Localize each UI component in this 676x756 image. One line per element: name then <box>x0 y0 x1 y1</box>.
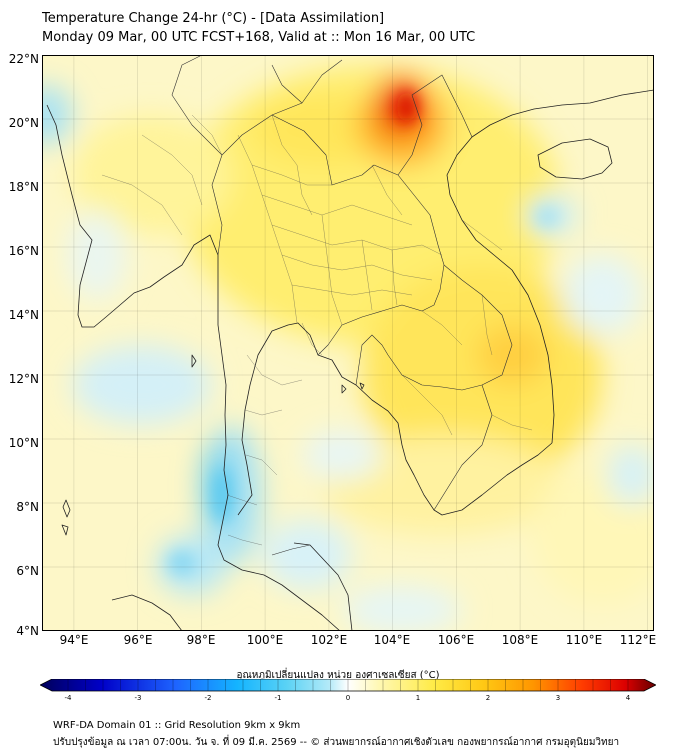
colorbar-tick-label: 0 <box>346 694 350 702</box>
temperature-map <box>42 55 654 631</box>
lat-label: 6°N <box>16 564 39 578</box>
lat-label: 10°N <box>8 436 39 450</box>
lat-label: 8°N <box>16 500 39 514</box>
lon-label: 110°E <box>565 633 603 647</box>
lat-label: 20°N <box>8 116 39 130</box>
borders <box>171 55 513 556</box>
lat-label: 14°N <box>8 308 39 322</box>
lon-label: 98°E <box>186 633 216 647</box>
lat-label: 18°N <box>8 180 39 194</box>
colorbar-tick-label: -3 <box>135 694 142 702</box>
colorbar-tick-label: -1 <box>275 694 282 702</box>
colorbar: -4 -3 -2 -1 0 1 2 3 4 <box>40 679 656 702</box>
lon-label: 100°E <box>246 633 284 647</box>
temperature-field <box>42 55 654 631</box>
lon-label: 96°E <box>123 633 153 647</box>
colorbar-tick-label: 2 <box>486 694 490 702</box>
colorbar-tick-label: 1 <box>416 694 420 702</box>
footer-line-2: ปรับปรุงข้อมูล ณ เวลา 07:00น. วัน จ. ที่… <box>53 737 620 748</box>
lon-label: 104°E <box>373 633 411 647</box>
provinces <box>101 114 533 546</box>
colorbar-title: อุณหภูมิเปลี่ยนแปลง หน่วย องศาเซลเซียส (… <box>236 670 440 681</box>
lat-label: 22°N <box>8 52 39 66</box>
lon-label: 106°E <box>437 633 475 647</box>
colorbar-tick-label: 4 <box>626 694 631 702</box>
graticule <box>42 55 654 631</box>
lon-label: 94°E <box>59 633 89 647</box>
lon-label: 102°E <box>310 633 348 647</box>
lat-label: 16°N <box>8 244 39 258</box>
colorbar-tick-label: 3 <box>556 694 560 702</box>
coastlines <box>46 89 654 631</box>
lon-label: 108°E <box>501 633 539 647</box>
colorbar-tick-label: -2 <box>205 694 212 702</box>
chart-title: Temperature Change 24-hr (°C) - [Data As… <box>42 11 385 26</box>
lat-label: 4°N <box>16 624 39 638</box>
chart-subtitle: Monday 09 Mar, 00 UTC FCST+168, Valid at… <box>42 30 476 45</box>
lat-label: 12°N <box>8 372 39 386</box>
footer-line-1: WRF-DA Domain 01 :: Grid Resolution 9km … <box>53 720 301 731</box>
colorbar-tick-label: -4 <box>65 694 73 702</box>
lon-label: 112°E <box>619 633 657 647</box>
